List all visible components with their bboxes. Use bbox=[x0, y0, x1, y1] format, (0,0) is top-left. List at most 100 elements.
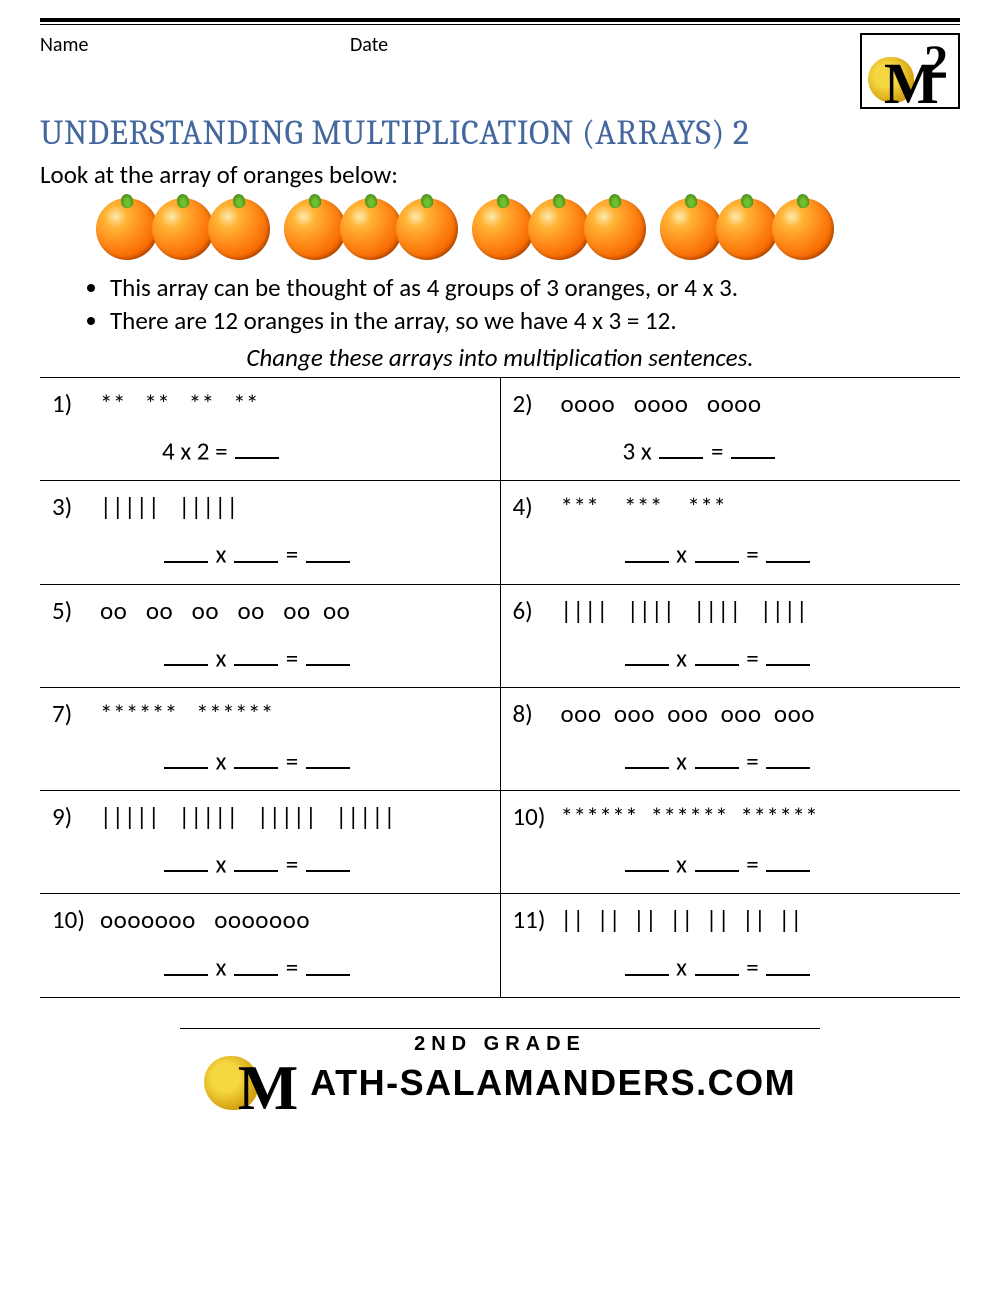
answer-blank[interactable] bbox=[766, 846, 810, 872]
orange-icon bbox=[396, 198, 458, 260]
equation-text: = bbox=[741, 539, 765, 570]
problem: 3) ||||| ||||| x = bbox=[52, 491, 492, 569]
orange-group bbox=[96, 198, 264, 260]
equation: x = bbox=[52, 743, 492, 776]
instruction-text: Change these arrays into multiplication … bbox=[40, 342, 960, 373]
answer-blank[interactable] bbox=[234, 846, 278, 872]
equation-text: x bbox=[210, 745, 232, 776]
orange-group bbox=[284, 198, 452, 260]
equation: x = bbox=[52, 949, 492, 982]
array-display: ****** ****** ****** bbox=[561, 801, 819, 832]
answer-blank[interactable] bbox=[659, 433, 703, 459]
equation: 3 x = bbox=[513, 433, 953, 466]
equation-text: = bbox=[280, 952, 304, 983]
oranges-array bbox=[40, 196, 960, 268]
problem: 5)oo oo oo oo oo oo x = bbox=[52, 595, 492, 673]
answer-blank[interactable] bbox=[695, 640, 739, 666]
orange-group bbox=[472, 198, 640, 260]
footer: 2ND GRADE M ATH-SALAMANDERS.COM bbox=[40, 1028, 960, 1109]
equation: x = bbox=[52, 640, 492, 673]
equation: x = bbox=[513, 640, 953, 673]
problem-number: 10) bbox=[513, 801, 547, 832]
problem: 7)****** ****** x = bbox=[52, 698, 492, 776]
answer-blank[interactable] bbox=[766, 536, 810, 562]
answer-blank[interactable] bbox=[695, 743, 739, 769]
problem: 9) ||||| ||||| ||||| ||||| x = bbox=[52, 801, 492, 879]
array-display: |||| |||| |||| |||| bbox=[561, 595, 809, 626]
answer-blank[interactable] bbox=[695, 949, 739, 975]
answer-blank[interactable] bbox=[625, 743, 669, 769]
answer-blank[interactable] bbox=[625, 640, 669, 666]
equation-text: = bbox=[705, 435, 729, 466]
answer-blank[interactable] bbox=[234, 949, 278, 975]
problems-table: 1)** ** ** **4 x 2 = 2)oooo oooo oooo3 x… bbox=[40, 377, 960, 998]
answer-blank[interactable] bbox=[234, 536, 278, 562]
equation-text: = bbox=[741, 745, 765, 776]
array-display: oooo oooo oooo bbox=[561, 388, 762, 419]
answer-blank[interactable] bbox=[306, 846, 350, 872]
answer-blank[interactable] bbox=[306, 536, 350, 562]
answer-blank[interactable] bbox=[625, 949, 669, 975]
answer-blank[interactable] bbox=[234, 743, 278, 769]
answer-blank[interactable] bbox=[164, 846, 208, 872]
problem: 10)ooooooo ooooooo x = bbox=[52, 904, 492, 982]
answer-blank[interactable] bbox=[164, 640, 208, 666]
answer-blank[interactable] bbox=[695, 536, 739, 562]
orange-icon bbox=[340, 198, 402, 260]
answer-blank[interactable] bbox=[766, 640, 810, 666]
page-title: UNDERSTANDING MULTIPLICATION (ARRAYS) 2 bbox=[40, 113, 960, 153]
orange-icon bbox=[660, 198, 722, 260]
orange-icon bbox=[772, 198, 834, 260]
logo-grade-number: 2 bbox=[924, 39, 948, 87]
array-display: ||||| ||||| ||||| ||||| bbox=[100, 801, 396, 832]
equation-text: 4 x 2 = bbox=[162, 435, 233, 466]
equation: x = bbox=[513, 536, 953, 569]
equation-text: = bbox=[280, 745, 304, 776]
grade-logo: M 2 bbox=[860, 33, 960, 109]
answer-blank[interactable] bbox=[164, 949, 208, 975]
problem-number: 8) bbox=[513, 698, 547, 729]
problem: 11)|| || || || || || || x = bbox=[513, 904, 953, 982]
intro-text: Look at the array of oranges below: bbox=[40, 159, 960, 190]
answer-blank[interactable] bbox=[766, 949, 810, 975]
answer-blank[interactable] bbox=[625, 536, 669, 562]
answer-blank[interactable] bbox=[695, 846, 739, 872]
orange-icon bbox=[284, 198, 346, 260]
array-display: ||||| ||||| bbox=[100, 491, 239, 522]
answer-blank[interactable] bbox=[306, 640, 350, 666]
orange-icon bbox=[472, 198, 534, 260]
answer-blank[interactable] bbox=[306, 743, 350, 769]
equation-text: x bbox=[210, 952, 232, 983]
answer-blank[interactable] bbox=[164, 743, 208, 769]
equation-text: = bbox=[280, 848, 304, 879]
orange-icon bbox=[716, 198, 778, 260]
footer-m: M bbox=[238, 1069, 302, 1107]
equation-text: = bbox=[741, 848, 765, 879]
header-row: Name Date M 2 bbox=[40, 33, 960, 109]
equation-text: 3 x bbox=[623, 435, 658, 466]
equation-text: = bbox=[741, 642, 765, 673]
equation: x = bbox=[52, 536, 492, 569]
answer-blank[interactable] bbox=[235, 433, 279, 459]
answer-blank[interactable] bbox=[306, 949, 350, 975]
array-display: oo oo oo oo oo oo bbox=[100, 595, 350, 626]
answer-blank[interactable] bbox=[234, 640, 278, 666]
problem-number: 3) bbox=[52, 491, 86, 522]
equation: x = bbox=[513, 846, 953, 879]
problem: 4)*** *** *** x = bbox=[513, 491, 953, 569]
array-display: ooo ooo ooo ooo ooo bbox=[561, 698, 815, 729]
array-display: ooooooo ooooooo bbox=[100, 904, 310, 935]
answer-blank[interactable] bbox=[731, 433, 775, 459]
answer-blank[interactable] bbox=[164, 536, 208, 562]
bullet-item: There are 12 oranges in the array, so we… bbox=[110, 305, 960, 336]
problem: 1)** ** ** **4 x 2 = bbox=[52, 388, 492, 466]
footer-site-text: ATH-SALAMANDERS.COM bbox=[310, 1062, 796, 1104]
problem-number: 9) bbox=[52, 801, 86, 832]
problem-number: 11) bbox=[513, 904, 547, 935]
answer-blank[interactable] bbox=[625, 846, 669, 872]
equation-text: x bbox=[210, 848, 232, 879]
answer-blank[interactable] bbox=[766, 743, 810, 769]
equation: x = bbox=[52, 846, 492, 879]
problem: 8)ooo ooo ooo ooo ooo x = bbox=[513, 698, 953, 776]
problem: 10) ****** ****** ****** x = bbox=[513, 801, 953, 879]
